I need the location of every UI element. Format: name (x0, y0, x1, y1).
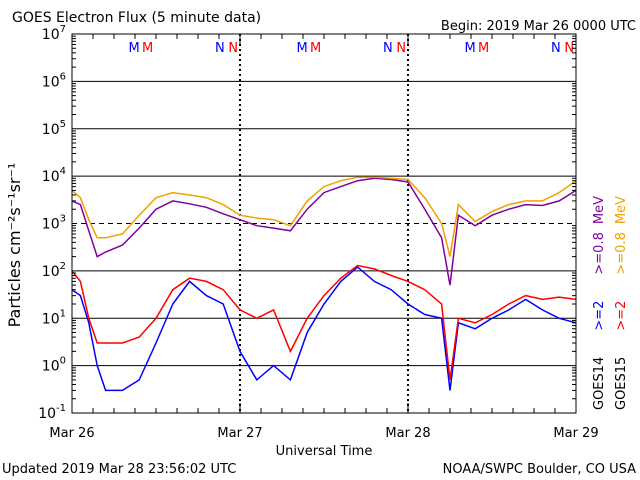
legend: GOES14>=2>=0.8MeV GOES15>=2>=0.8MeV (592, 196, 629, 410)
y-tick-label: 102 (42, 261, 66, 280)
x-tick-label: Mar 26 (49, 426, 94, 441)
series-line-1 (71, 264, 577, 381)
y-tick-label: 100 (42, 356, 66, 375)
event-marker: N (383, 41, 393, 56)
x-tick-label: Mar 29 (553, 426, 598, 441)
grid (72, 34, 576, 413)
legend-text: GOES14>=2>=0.8MeV (592, 196, 607, 410)
x-tick-label: Mar 27 (217, 426, 262, 441)
legend-row: GOES14>=2>=0.8MeV (592, 196, 607, 410)
y-tick-label: 101 (42, 308, 66, 327)
x-axis-label: Universal Time (276, 444, 373, 459)
y-axis-ticks: 10-1 100 101 102 103 104 105 106 107 (38, 24, 576, 422)
event-marker: N (215, 41, 225, 56)
y-tick-label: 103 (42, 214, 66, 233)
y-tick-label: 10-1 (38, 403, 66, 422)
event-marker: M (129, 41, 140, 56)
series-line-3 (71, 176, 577, 257)
credit-text: NOAA/SWPC Boulder, CO USA (443, 462, 636, 477)
event-marker: M (297, 41, 308, 56)
updated-timestamp: Updated 2019 Mar 28 23:56:02 UTC (2, 462, 236, 477)
x-axis-ticks: Mar 26 Mar 27 Mar 28 Mar 29 (49, 34, 599, 441)
event-marker: M (478, 41, 489, 56)
event-marker: N (396, 41, 406, 56)
legend-row: GOES15>=2>=0.8MeV (614, 196, 629, 410)
y-tick-label: 104 (42, 166, 66, 185)
begin-date: Begin: 2019 Mar 26 0000 UTC (441, 19, 636, 34)
event-marker: N (551, 41, 561, 56)
legend-text: GOES15>=2>=0.8MeV (614, 196, 629, 410)
y-tick-label: 105 (42, 119, 66, 138)
series-line-2 (71, 177, 577, 286)
series-line-0 (71, 266, 577, 392)
event-marker: M (142, 41, 153, 56)
y-tick-label: 107 (42, 24, 66, 43)
y-tick-label: 106 (42, 71, 66, 90)
event-marker: N (228, 41, 238, 56)
event-marker: N (564, 41, 574, 56)
y-axis-label: Particles cm⁻²s⁻¹sr⁻¹ (5, 163, 24, 328)
chart-title: GOES Electron Flux (5 minute data) (12, 10, 261, 26)
x-tick-label: Mar 28 (385, 426, 430, 441)
event-marker: M (465, 41, 476, 56)
event-marker: M (310, 41, 321, 56)
series-layer (71, 176, 577, 392)
